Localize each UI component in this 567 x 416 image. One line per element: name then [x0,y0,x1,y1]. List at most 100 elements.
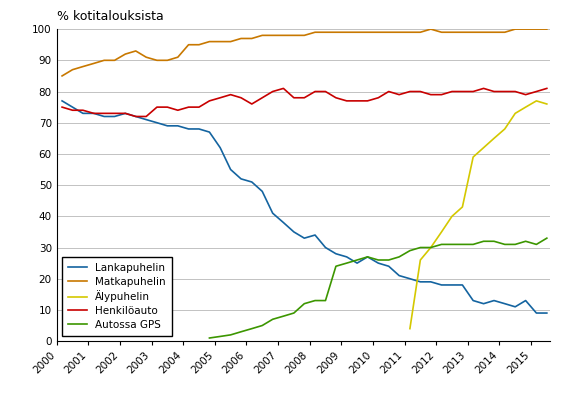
Lankapuhelin [448,282,455,287]
Matkapuhelin [343,30,350,35]
Henkilöauto [154,104,160,109]
Autossa GPS [217,334,223,339]
Matkapuhelin [290,33,297,38]
Lankapuhelin [227,167,234,172]
Henkilöauto [248,102,255,106]
Matkapuhelin [512,27,519,32]
Line: Älypuhelin: Älypuhelin [410,101,547,329]
Henkilöauto [533,89,540,94]
Matkapuhelin [122,52,129,57]
Henkilöauto [332,95,339,100]
Lankapuhelin [90,111,97,116]
Matkapuhelin [143,54,150,59]
Henkilöauto [428,92,434,97]
Autossa GPS [407,248,413,253]
Matkapuhelin [396,30,403,35]
Lankapuhelin [164,123,171,128]
Lankapuhelin [238,176,244,181]
Älypuhelin [469,154,476,159]
Matkapuhelin [490,30,497,35]
Autossa GPS [522,239,529,244]
Matkapuhelin [501,30,508,35]
Henkilöauto [122,111,129,116]
Lankapuhelin [407,276,413,281]
Henkilöauto [280,86,287,91]
Autossa GPS [543,235,550,240]
Lankapuhelin [354,260,361,265]
Matkapuhelin [154,58,160,63]
Line: Lankapuhelin: Lankapuhelin [62,101,547,313]
Autossa GPS [448,242,455,247]
Henkilöauto [79,108,86,113]
Lankapuhelin [217,145,223,150]
Matkapuhelin [259,33,266,38]
Lankapuhelin [111,114,118,119]
Matkapuhelin [132,48,139,53]
Lankapuhelin [396,273,403,278]
Autossa GPS [259,323,266,328]
Henkilöauto [269,89,276,94]
Älypuhelin [490,136,497,141]
Älypuhelin [438,229,445,234]
Matkapuhelin [386,30,392,35]
Matkapuhelin [206,39,213,44]
Lankapuhelin [428,280,434,285]
Henkilöauto [206,98,213,103]
Lankapuhelin [490,298,497,303]
Älypuhelin [428,245,434,250]
Henkilöauto [143,114,150,119]
Autossa GPS [301,301,308,306]
Lankapuhelin [522,298,529,303]
Matkapuhelin [533,27,540,32]
Autossa GPS [428,245,434,250]
Matkapuhelin [69,67,76,72]
Matkapuhelin [217,39,223,44]
Lankapuhelin [58,98,65,103]
Lankapuhelin [312,233,319,238]
Lankapuhelin [132,114,139,119]
Älypuhelin [417,258,424,262]
Lankapuhelin [375,260,382,265]
Henkilöauto [185,104,192,109]
Autossa GPS [512,242,519,247]
Autossa GPS [269,317,276,322]
Autossa GPS [343,260,350,265]
Matkapuhelin [312,30,319,35]
Lankapuhelin [259,189,266,194]
Lankapuhelin [122,111,129,116]
Matkapuhelin [417,30,424,35]
Lankapuhelin [248,179,255,184]
Matkapuhelin [375,30,382,35]
Lankapuhelin [269,210,276,215]
Henkilöauto [111,111,118,116]
Autossa GPS [290,310,297,315]
Matkapuhelin [543,27,550,32]
Autossa GPS [459,242,466,247]
Lankapuhelin [290,229,297,234]
Autossa GPS [364,254,371,260]
Henkilöauto [364,98,371,103]
Henkilöauto [438,92,445,97]
Henkilöauto [469,89,476,94]
Lankapuhelin [280,220,287,225]
Matkapuhelin [354,30,361,35]
Henkilöauto [407,89,413,94]
Lankapuhelin [206,129,213,134]
Lankapuhelin [533,310,540,315]
Henkilöauto [259,95,266,100]
Lankapuhelin [185,126,192,131]
Matkapuhelin [175,54,181,59]
Matkapuhelin [332,30,339,35]
Älypuhelin [480,145,487,150]
Autossa GPS [227,332,234,337]
Lankapuhelin [154,120,160,125]
Henkilöauto [396,92,403,97]
Matkapuhelin [448,30,455,35]
Henkilöauto [301,95,308,100]
Lankapuhelin [480,301,487,306]
Autossa GPS [248,326,255,331]
Lankapuhelin [322,245,329,250]
Henkilöauto [375,95,382,100]
Älypuhelin [448,214,455,219]
Matkapuhelin [269,33,276,38]
